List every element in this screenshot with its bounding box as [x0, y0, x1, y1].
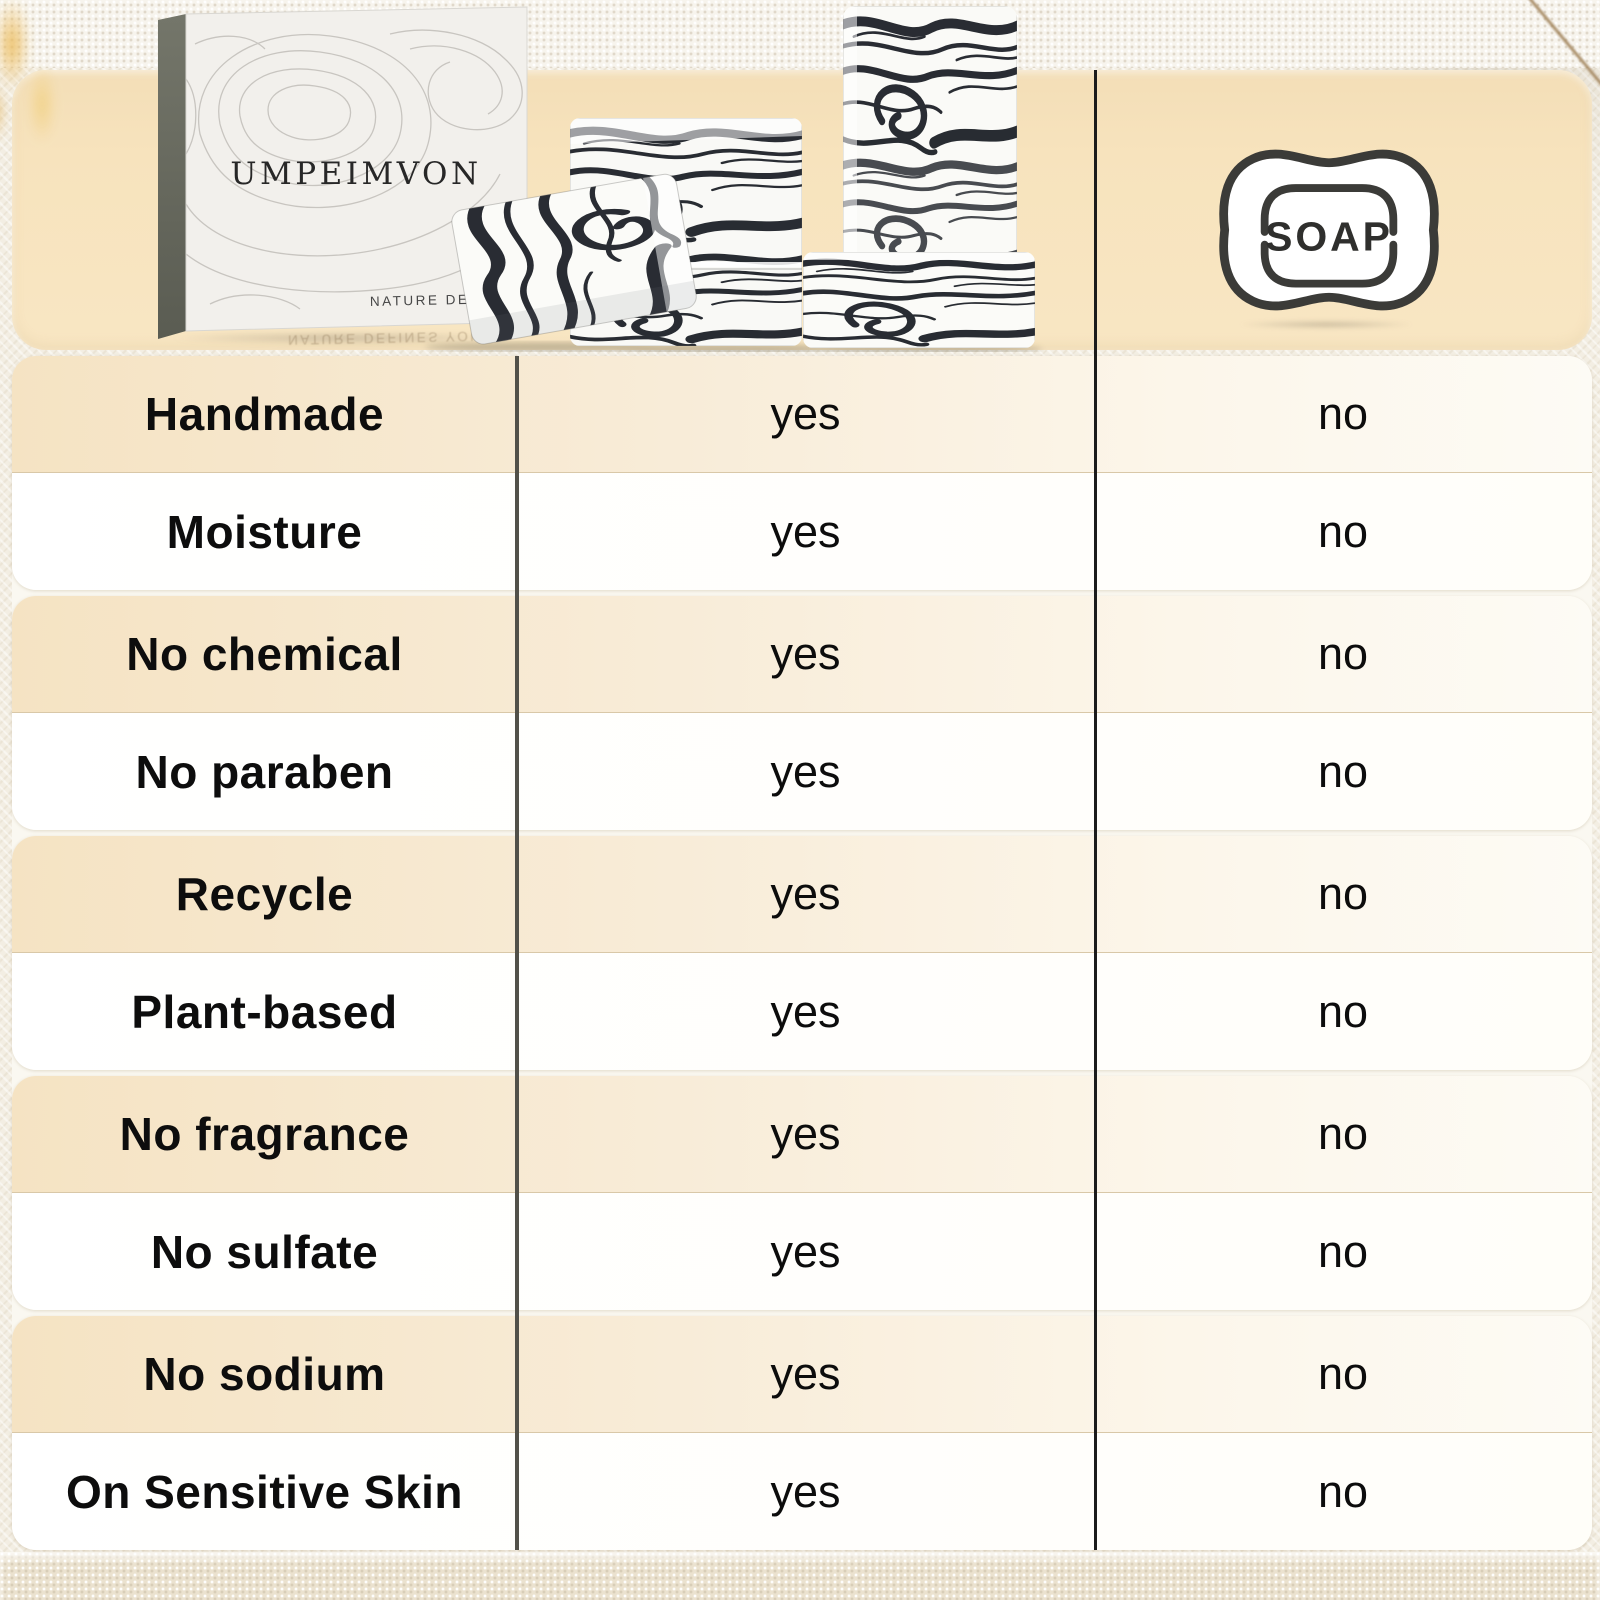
brand-value: yes	[770, 985, 841, 1037]
topographic-contour-pattern	[186, 29, 527, 310]
feature-label: Plant-based	[131, 985, 398, 1038]
feature-label: No chemical	[126, 628, 403, 680]
brand-value: yes	[770, 1108, 841, 1159]
feature-label: No sulfate	[150, 1225, 379, 1278]
feature-label: No paraben	[135, 745, 394, 798]
table-card: No sodium yes no On Sensitive Skin yes n…	[12, 1316, 1592, 1550]
dried-plant-decoration	[0, 0, 100, 162]
comparison-table: Handmade yes no Moisture yes no No chemi…	[12, 356, 1592, 1556]
feature-label: Moisture	[166, 505, 363, 558]
box-shadow	[168, 332, 513, 344]
generic-value: no	[1317, 868, 1369, 919]
generic-value: no	[1317, 388, 1369, 439]
feature-label: Recycle	[175, 868, 354, 920]
table-row: No paraben yes no	[12, 713, 1592, 830]
brand-value: yes	[770, 1465, 841, 1517]
brand-value: yes	[770, 868, 841, 919]
feature-label: On Sensitive Skin	[65, 1465, 464, 1518]
brand-logo-text: UMPEIMVON	[230, 156, 481, 192]
soap-icon-label: SOAP	[1265, 213, 1393, 259]
feature-label: No sodium	[143, 1348, 386, 1400]
table-card: No fragrance yes no No sulfate yes no	[12, 1076, 1592, 1310]
table-card: No chemical yes no No paraben yes no	[12, 596, 1592, 830]
marbled-soap-bars-photo	[425, 6, 1042, 352]
brand-value: yes	[770, 1348, 841, 1399]
generic-value: no	[1317, 1465, 1369, 1517]
generic-value: no	[1317, 505, 1369, 557]
generic-value: no	[1317, 1348, 1369, 1399]
feature-label: No fragrance	[119, 1108, 410, 1160]
table-row: Recycle yes no	[12, 836, 1592, 953]
generic-value: no	[1317, 628, 1369, 679]
generic-value: no	[1317, 1108, 1369, 1159]
brand-value: yes	[770, 388, 841, 439]
table-row: Moisture yes no	[12, 473, 1592, 590]
soap-icon-inner-frame	[1260, 184, 1398, 288]
table-row: No sodium yes no	[12, 1316, 1592, 1433]
generic-value: no	[1317, 1225, 1369, 1277]
box-face	[186, 7, 527, 331]
table-card: Handmade yes no Moisture yes no	[12, 356, 1592, 590]
brand-value: yes	[770, 1225, 841, 1277]
table-row: No fragrance yes no	[12, 1076, 1592, 1193]
fabric-texture-bottom	[0, 1552, 1600, 1600]
brand-value: yes	[770, 745, 841, 797]
brand-value: yes	[770, 505, 841, 557]
generic-value: no	[1317, 745, 1369, 797]
table-row: On Sensitive Skin yes no	[12, 1433, 1592, 1550]
table-row: Handmade yes no	[12, 356, 1592, 473]
soap-icon-shadow	[1240, 320, 1412, 329]
brand-value: yes	[770, 628, 841, 679]
box-spine	[158, 14, 186, 339]
soap-bar-leaning	[450, 170, 699, 346]
table-row: No chemical yes no	[12, 596, 1592, 713]
soap-bar-base	[803, 252, 1035, 348]
feature-label: Handmade	[144, 388, 385, 440]
table-row: No sulfate yes no	[12, 1193, 1592, 1310]
column-divider-left	[515, 356, 519, 1550]
column-divider-right	[1094, 70, 1097, 1550]
table-row: Plant-based yes no	[12, 953, 1592, 1070]
table-card: Recycle yes no Plant-based yes no	[12, 836, 1592, 1070]
soap-bar-tall	[843, 6, 1017, 272]
generic-value: no	[1317, 985, 1369, 1037]
soap-icon: SOAP	[1219, 149, 1439, 311]
